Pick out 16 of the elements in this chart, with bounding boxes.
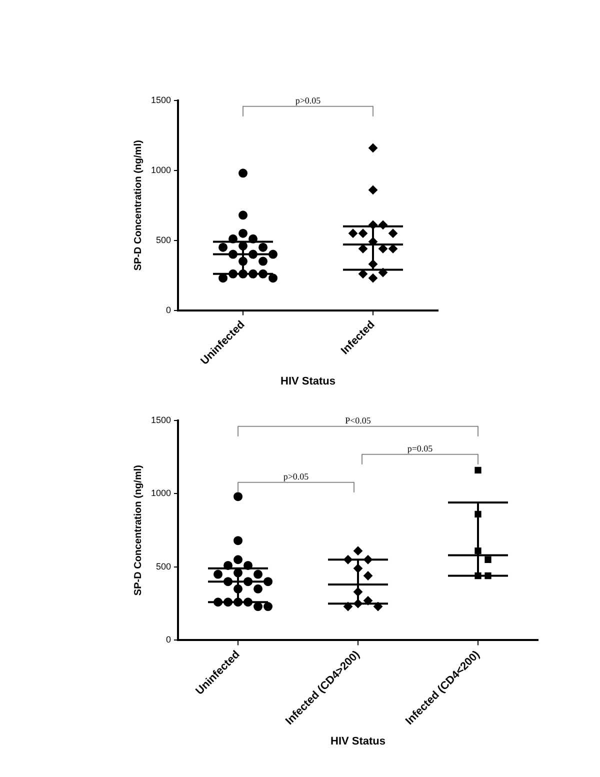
y-tick-label: 1000 bbox=[150, 488, 172, 498]
y-tick-label: 500 bbox=[156, 561, 172, 572]
annotation: P<0.05 bbox=[345, 415, 372, 426]
y-tick-label: 1500 bbox=[150, 94, 172, 105]
x-axis-title: HIV Status bbox=[280, 375, 336, 388]
x-axis-title: HIV Status bbox=[330, 735, 386, 748]
y-tick-label: 500 bbox=[156, 234, 172, 245]
y-tick-label: 0 bbox=[166, 304, 172, 315]
annotation: p=0.05 bbox=[407, 443, 434, 454]
y-axis-title: SP-D Concentration (ng/ml) bbox=[132, 140, 144, 271]
y-tick-label: 0 bbox=[166, 634, 172, 645]
y-tick-label: 1500 bbox=[150, 414, 172, 425]
annotation: p>0.05 bbox=[295, 95, 322, 106]
y-tick-label: 1000 bbox=[150, 164, 172, 175]
y-axis-title: SP-D Concentration (ng/ml) bbox=[132, 465, 144, 596]
annotation: p>0.05 bbox=[283, 471, 310, 482]
